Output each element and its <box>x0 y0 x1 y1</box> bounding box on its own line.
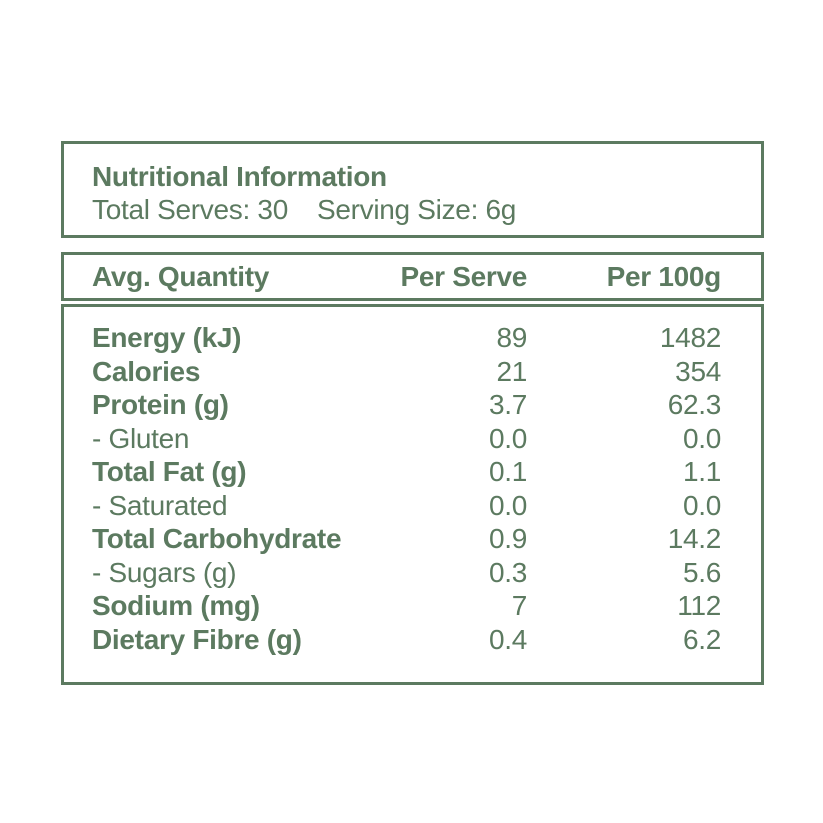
row-value-per-serve: 0.1 <box>488 456 527 487</box>
row-value-per-100g: 0.0 <box>682 422 721 454</box>
page-title: Nutritional Information <box>92 161 387 192</box>
table-row: Energy (kJ) 89 1482 <box>92 321 721 355</box>
serving-info: Total Serves: 30 Serving Size: 6g <box>92 194 733 226</box>
serving-size-text: Serving Size: 6g <box>316 194 517 225</box>
table-row: Protein (g) 3.7 62.3 <box>92 388 721 422</box>
row-value-per-serve: 7 <box>511 590 528 621</box>
row-value-per-100g: 5.6 <box>682 556 721 588</box>
table-row: Dietary Fibre (g) 0.4 6.2 <box>92 623 721 657</box>
row-label: Sodium (mg) <box>92 590 260 621</box>
column-header-avg-quantity: Avg. Quantity <box>92 260 270 292</box>
row-label: Calories <box>92 355 201 387</box>
table-row: Total Carbohydrate 0.9 14.2 <box>92 522 721 556</box>
table-header-box: Avg. Quantity Per Serve Per 100g <box>61 252 764 301</box>
table-rows: Energy (kJ) 89 1482 Calories 21 354 Protein (g… <box>92 321 721 656</box>
table-header-row: Avg. Quantity Per Serve Per 100g <box>92 261 721 293</box>
row-value-per-100g: 6.2 <box>682 623 721 655</box>
row-value-per-100g: 0.0 <box>682 489 721 521</box>
row-value-per-100g: 1.1 <box>682 456 721 487</box>
row-label: - Gluten <box>92 422 190 454</box>
table-body-box: Energy (kJ) 89 1482 Calories 21 354 Protein (g… <box>61 304 764 685</box>
row-value-per-serve: 0.0 <box>488 422 527 454</box>
row-value-per-serve: 0.3 <box>488 556 527 588</box>
row-value-per-100g: 62.3 <box>667 389 722 420</box>
row-value-per-100g: 1482 <box>659 322 721 353</box>
row-value-per-serve: 0.0 <box>488 489 527 521</box>
column-header-per-serve: Per Serve <box>400 260 527 292</box>
row-value-per-100g: 14.2 <box>667 523 722 554</box>
title-box: Nutritional Information Total Serves: 30… <box>61 141 764 238</box>
table-row: Calories 21 354 <box>92 355 721 389</box>
row-value-per-serve: 89 <box>496 322 527 353</box>
row-value-per-100g: 354 <box>675 355 721 387</box>
table-row: - Gluten 0.0 0.0 <box>92 422 721 456</box>
row-value-per-serve: 21 <box>496 355 527 387</box>
row-label: - Sugars (g) <box>92 556 237 588</box>
row-label: Total Fat (g) <box>92 456 247 487</box>
row-label: Energy (kJ) <box>92 322 242 353</box>
column-header-per-100g: Per 100g <box>606 260 722 292</box>
row-value-per-serve: 0.9 <box>488 523 527 554</box>
table-row: Sodium (mg) 7 112 <box>92 589 721 623</box>
row-value-per-serve: 3.7 <box>488 389 527 420</box>
table-row: - Saturated 0.0 0.0 <box>92 489 721 523</box>
row-value-per-serve: 0.4 <box>488 623 527 655</box>
total-serves-text: Total Serves: 30 <box>92 194 288 225</box>
row-label: Dietary Fibre (g) <box>92 623 302 655</box>
row-label: Total Carbohydrate <box>92 523 342 554</box>
table-row: Total Fat (g) 0.1 1.1 <box>92 455 721 489</box>
row-value-per-100g: 112 <box>677 590 721 621</box>
row-label: - Saturated <box>92 489 228 521</box>
row-label: Protein (g) <box>92 389 229 420</box>
table-row: - Sugars (g) 0.3 5.6 <box>92 556 721 590</box>
